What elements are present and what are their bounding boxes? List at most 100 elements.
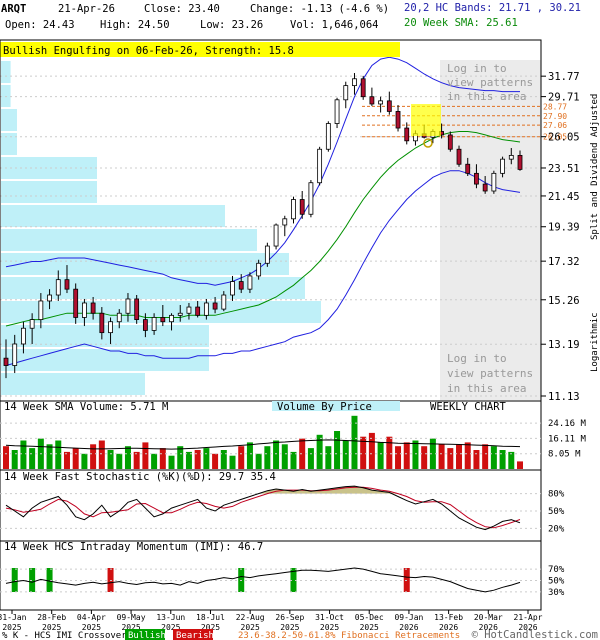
volume-bar [447,448,454,469]
volume-bar [55,440,62,469]
volume-bar [429,438,436,469]
candle-body [369,96,375,105]
candle [99,307,105,340]
candle [474,164,479,189]
login-notice-top[interactable]: Log in to view patterns in this area [447,62,533,103]
candle-body [212,302,218,310]
volume-bar [20,440,27,469]
price-tick-label: 29.71 [548,92,580,104]
candle-body [203,302,209,316]
imi-bullish-marker [29,568,36,592]
date-tick-year: 2025 [82,623,101,632]
vbp-bar [1,181,97,203]
candle-body [142,319,148,331]
volume-bar [203,448,210,469]
candle [378,96,384,113]
header: ARQT 21-Apr-26 Close: 23.40 Change: -1.1… [1,2,581,31]
volume-bar [3,446,9,469]
login-line-1b: Log in to [447,352,507,365]
candle-body [55,279,61,296]
oversold-shading [6,528,520,530]
close-value: Close: 23.40 [144,3,220,15]
candle [360,75,366,100]
volume-by-price-bars [1,61,321,395]
volume-bar [63,451,70,469]
candle-body [3,357,9,366]
bullish-label: Bullish [128,631,166,640]
candle-body [360,78,366,98]
candle-body [73,288,79,318]
candle-body [447,134,453,150]
price-tick-label: 23.51 [548,163,580,175]
candle-body [12,343,18,366]
candle [221,291,227,312]
candle-body [21,327,26,345]
fib-label: 26.05 [543,133,567,142]
candle [465,157,471,176]
volume-bar [456,444,463,469]
hc-band-upper-line [5,56,520,286]
date-tick-year: 2026 [439,623,458,632]
candle-body [500,158,505,174]
candle [73,283,79,324]
candle [334,97,340,129]
footer-legend: % K - HCS IMI Crossover: [2,631,132,640]
volume-bar [90,444,97,469]
candle-body [177,312,183,316]
symbol: ARQT [1,3,26,15]
volume-tick-label: 8.05 M [548,450,581,460]
candle [142,313,148,338]
candle-body [465,163,471,174]
date-tick-label: 22-Aug [236,613,265,622]
price-tick-label: 19.39 [548,222,580,234]
fib-legend: 23.6-38.2-50-61.8% Fibonacci Retracement… [238,631,460,640]
date-tick-year: 2025 [320,623,339,632]
candle [230,275,235,301]
vbp-bar [1,109,17,131]
price-tick-label: 31.77 [548,71,580,83]
login-notice-bottom[interactable]: Log in to view patterns in this area [447,352,533,395]
stochastic-panel: 80% 50% 20% 14 Week Fast Stochastic (%K)(%… [0,469,565,542]
candle [169,313,174,331]
date-tick-year: 2026 [518,623,537,632]
candle-body [404,127,410,142]
pattern-banner[interactable] [0,42,400,57]
stochastic-tick-label: 80% [548,490,565,500]
date-tick-year: 2025 [360,623,379,632]
volume-bar [334,431,341,469]
date-tick-label: 31-Jan [0,613,27,622]
price-tick-label: 11.13 [548,391,580,403]
candle-body [386,100,392,112]
candle [116,309,122,329]
copyright[interactable]: © HotCandlestick.com [472,629,598,640]
imi-axis-labels: 70% 50%30% [548,565,565,598]
candle-body [125,298,131,314]
volume-axis-labels: 24.16 M 16.11 M 8.05 M [548,419,587,460]
volume-bar [377,442,384,469]
volume-bar [246,442,253,469]
candle-body [517,155,523,170]
volume-bar [290,451,297,469]
pattern-marker-icon [423,138,433,148]
imi-line [0,567,541,593]
high-value: High: 24.50 [100,19,170,31]
price-axis-labels: 31.77 29.71 26.05 23.51 21.45 19.39 17.32 15.26… [541,71,580,403]
candle [456,145,462,167]
candle-body [508,155,514,160]
date-tick-label: 04-Apr [77,613,106,622]
volume-bar [273,440,280,469]
candle-body [29,319,35,329]
candle-body [474,172,479,185]
date-tick-label: 05-Dec [355,613,384,622]
volume-bar [499,450,506,469]
date-tick-label: 09-May [117,613,146,622]
date-tick-label: 26-Sep [275,613,304,622]
volume-bars [0,415,541,469]
volume-bar [81,453,88,469]
candle-body [38,300,44,320]
candle [108,317,113,344]
volume-bar [255,453,262,469]
volume-bar [438,444,445,469]
